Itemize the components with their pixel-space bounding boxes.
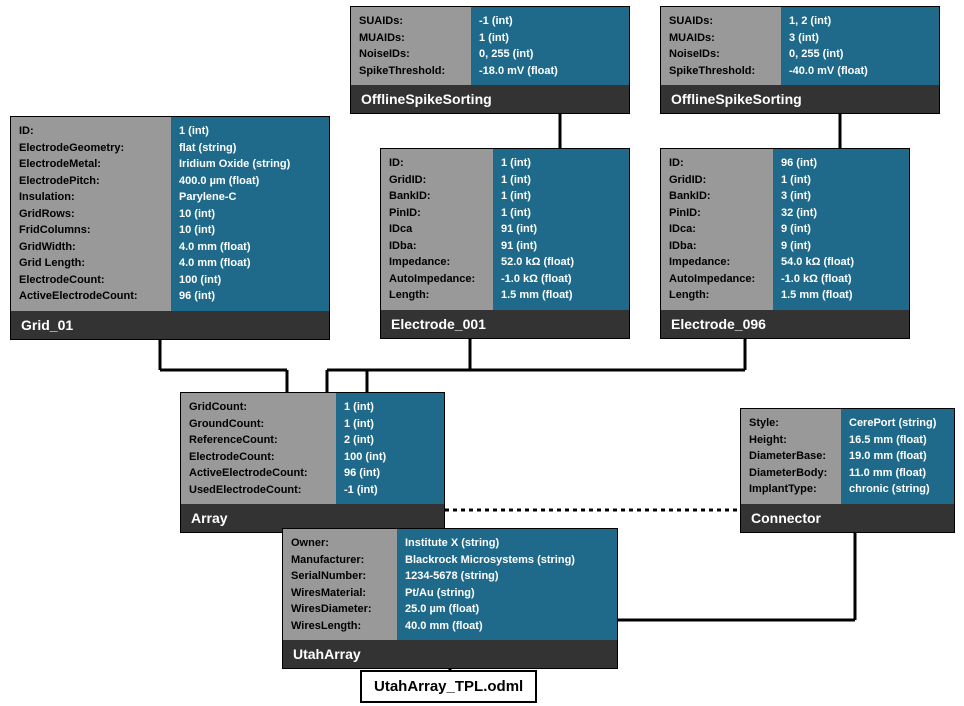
node-title: Electrode_001: [381, 310, 629, 338]
props-labels: Style: Height: DiameterBase: DiameterBod…: [741, 409, 841, 504]
props-labels: ID: GridID: BankID: PinID: IDca IDba: Im…: [381, 149, 493, 310]
root-label: UtahArray_TPL.odml: [360, 670, 537, 703]
props-values: 1 (int) 1 (int) 1 (int) 1 (int) 91 (int)…: [493, 149, 629, 310]
node-title: OfflineSpikeSorting: [351, 85, 629, 113]
node-title: Connector: [741, 504, 954, 532]
props-values: 1 (int) 1 (int) 2 (int) 100 (int) 96 (in…: [336, 393, 444, 504]
node-title: OfflineSpikeSorting: [661, 85, 939, 113]
node-electrode-096: ID: GridID: BankID: PinID: IDca: IDba: I…: [660, 148, 910, 339]
props-labels: ID: GridID: BankID: PinID: IDca: IDba: I…: [661, 149, 773, 310]
props-values: -1 (int) 1 (int) 0, 255 (int) -18.0 mV (…: [471, 7, 629, 85]
props-values: 1 (int) flat (string) Iridium Oxide (str…: [171, 117, 329, 311]
props-labels: GridCount: GroundCount: ReferenceCount: …: [181, 393, 336, 504]
node-connector: Style: Height: DiameterBase: DiameterBod…: [740, 408, 955, 533]
node-title: UtahArray: [283, 640, 617, 668]
props-values: 1, 2 (int) 3 (int) 0, 255 (int) -40.0 mV…: [781, 7, 939, 85]
node-title: Grid_01: [11, 311, 329, 339]
node-utah-array: Owner: Manufacturer: SerialNumber: Wires…: [282, 528, 618, 669]
node-array: GridCount: GroundCount: ReferenceCount: …: [180, 392, 445, 533]
props-labels: SUAIDs: MUAIDs: NoiseIDs: SpikeThreshold…: [351, 7, 471, 85]
props-values: CerePort (string) 16.5 mm (float) 19.0 m…: [841, 409, 954, 504]
node-offline-a: SUAIDs: MUAIDs: NoiseIDs: SpikeThreshold…: [350, 6, 630, 114]
props-labels: ID: ElectrodeGeometry: ElectrodeMetal: E…: [11, 117, 171, 311]
node-electrode-001: ID: GridID: BankID: PinID: IDca IDba: Im…: [380, 148, 630, 339]
props-labels: Owner: Manufacturer: SerialNumber: Wires…: [283, 529, 397, 640]
props-labels: SUAIDs: MUAIDs: NoiseIDs: SpikeThreshold…: [661, 7, 781, 85]
node-grid: ID: ElectrodeGeometry: ElectrodeMetal: E…: [10, 116, 330, 340]
node-title: Electrode_096: [661, 310, 909, 338]
props-values: 96 (int) 1 (int) 3 (int) 32 (int) 9 (int…: [773, 149, 909, 310]
props-values: Institute X (string) Blackrock Microsyst…: [397, 529, 617, 640]
node-offline-b: SUAIDs: MUAIDs: NoiseIDs: SpikeThreshold…: [660, 6, 940, 114]
